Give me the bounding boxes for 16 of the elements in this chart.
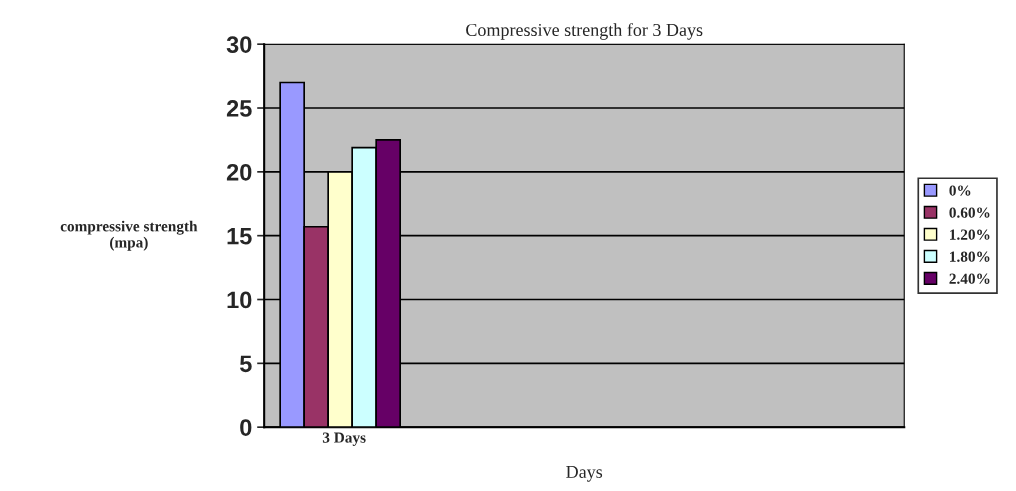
legend-label: 0% bbox=[949, 185, 971, 196]
legend-label: 0.60% bbox=[949, 207, 990, 218]
y-tick-label: 25 bbox=[226, 100, 252, 117]
y-axis-title: compressive strength (mpa) bbox=[60, 220, 198, 251]
x-tick-label: 3 Days bbox=[322, 432, 366, 446]
x-axis-title: Days bbox=[566, 465, 603, 482]
legend-label: 1.80% bbox=[950, 251, 990, 262]
y-tick-label: 20 bbox=[226, 163, 252, 181]
y-tick-label: 15 bbox=[227, 227, 252, 245]
y-tick-label: 10 bbox=[227, 291, 252, 309]
y-tick-label: 30 bbox=[226, 36, 252, 54]
y-tick-label: 5 bbox=[239, 355, 252, 373]
legend-label: 2.40% bbox=[949, 273, 990, 284]
y-tick-label: 0 bbox=[240, 419, 252, 436]
chart-title: Compressive strength for 3 Days bbox=[466, 23, 703, 40]
legend-label: 1.20% bbox=[950, 229, 990, 240]
